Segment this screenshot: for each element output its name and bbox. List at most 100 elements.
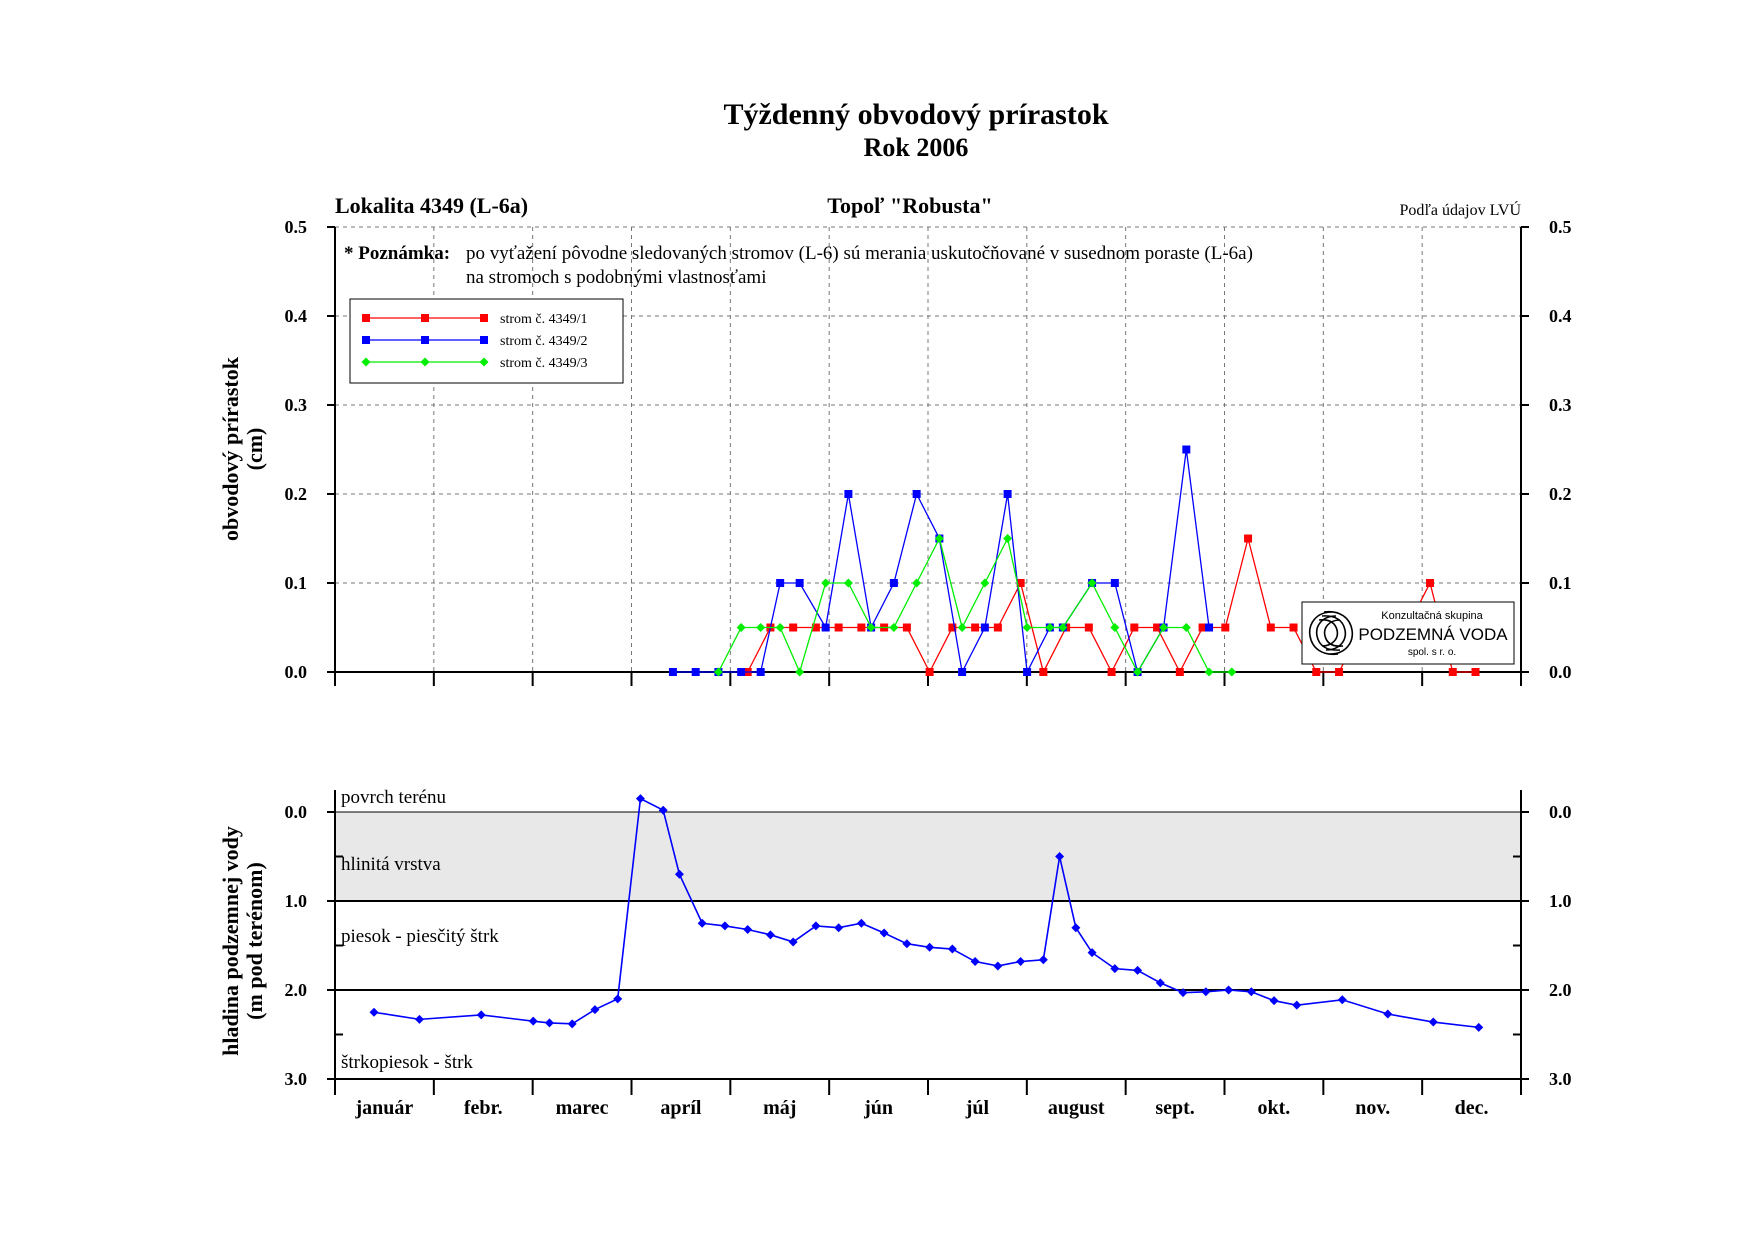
legend-marker [421, 336, 429, 344]
data-point [1178, 988, 1188, 998]
logo-line-3: spol. s r. o. [1408, 647, 1456, 658]
tree-label: Topoľ "Robusta" [827, 193, 992, 218]
data-point [674, 869, 684, 879]
company-logo: Konzultačná skupina PODZEMNÁ VODA spol. … [1301, 601, 1515, 665]
chart-title: Týždenný obvodový prírastok [723, 98, 1108, 131]
bottom-y-tick-label-left: 1.0 [285, 891, 308, 911]
top-y-tick-label-left: 0.1 [285, 573, 308, 593]
month-label: január [355, 1097, 414, 1119]
legend-label: strom č. 4349/1 [500, 312, 588, 327]
top-y-tick-label-left: 0.0 [285, 662, 308, 682]
data-point [879, 928, 889, 938]
data-point [948, 623, 957, 632]
bottom-x-ticks [334, 1079, 1522, 1095]
data-point [1244, 534, 1253, 543]
data-point [756, 668, 765, 676]
bottom-y-tick-label-right: 3.0 [1549, 1069, 1572, 1089]
data-point [834, 923, 844, 933]
bottom-y-tick-label-left: 0.0 [285, 802, 308, 822]
data-point [795, 667, 805, 677]
data-point [1448, 668, 1457, 676]
top-y-tick-label-right: 0.3 [1549, 395, 1572, 415]
data-point [1227, 667, 1237, 677]
data-point [590, 1005, 600, 1015]
legend-label: strom č. 4349/2 [500, 334, 588, 349]
data-point [1133, 965, 1143, 975]
data-point [414, 1014, 424, 1024]
bottom-y-tick-label-right: 1.0 [1549, 891, 1572, 911]
month-label: febr. [464, 1097, 503, 1119]
data-point [775, 623, 785, 632]
legend-marker [421, 314, 429, 322]
data-point [743, 924, 753, 934]
data-point [1087, 578, 1097, 588]
chart-subtitle: Rok 2006 [864, 133, 969, 162]
data-point [1335, 668, 1344, 676]
data-point [912, 490, 921, 498]
data-point [980, 578, 990, 588]
bottom-y-axis-label-line2: (m pod terénom) [242, 862, 267, 1020]
bottom-y-tick-label-left: 3.0 [285, 1069, 308, 1089]
data-point [1038, 955, 1048, 965]
bottom-y-axis-label-line1: hladina podzemnej vody [218, 826, 243, 1056]
data-point [993, 961, 1003, 971]
data-point [1181, 623, 1191, 632]
top-y-tick-label-right: 0.0 [1549, 662, 1572, 682]
data-point [844, 490, 853, 498]
data-point [1198, 623, 1207, 632]
month-label: august [1048, 1097, 1105, 1119]
logo-line-1: Konzultačná skupina [1381, 610, 1483, 622]
layer-label-gravel: štrkopiesok - štrk [341, 1052, 473, 1073]
data-point [1087, 948, 1097, 958]
top-y-axis-label-line1: obvodový prírastok [218, 356, 243, 541]
data-point [1182, 445, 1191, 454]
series-line-2 [672, 449, 1210, 675]
data-point [1110, 964, 1120, 974]
bottom-y-axis-label: hladina podzemnej vody (m pod terénom) [218, 826, 267, 1056]
month-label: sept. [1155, 1097, 1194, 1119]
data-point [1022, 623, 1032, 632]
data-point [1039, 668, 1048, 676]
data-point [1224, 985, 1234, 995]
legend-marker [362, 314, 370, 322]
top-y-tick-label-left: 0.4 [285, 306, 308, 326]
top-y-tick-label-right: 0.5 [1549, 217, 1572, 237]
top-y-ticks: 0.0 0.0 0.1 0.1 0.2 0.2 0.3 0.3 0.4 0.4 0.5 0.5 [285, 217, 1572, 682]
data-point [947, 944, 957, 954]
data-point [1246, 987, 1256, 997]
data-point [958, 668, 967, 676]
data-point [1175, 668, 1184, 676]
top-y-tick-label-right: 0.2 [1549, 484, 1572, 504]
data-point [789, 623, 798, 632]
data-point [980, 623, 989, 632]
data-point [843, 578, 853, 588]
data-point [1016, 579, 1025, 587]
data-point [811, 623, 820, 632]
groundwater-series [369, 794, 1484, 1032]
data-point [737, 668, 746, 676]
data-point [1023, 668, 1032, 676]
data-point [1312, 668, 1321, 676]
waves-icon [1308, 610, 1354, 656]
data-point [658, 805, 668, 815]
legend-marker [479, 357, 489, 367]
data-point [934, 534, 944, 543]
logo-line-2: PODZEMNÁ VODA [1358, 625, 1508, 644]
month-label: okt. [1258, 1097, 1291, 1119]
data-point [902, 939, 912, 949]
top-y-tick-label-left: 0.2 [285, 484, 308, 504]
top-y-tick-label-left: 0.5 [285, 217, 308, 237]
data-point [713, 667, 723, 677]
data-point [821, 623, 830, 632]
data-point [1204, 667, 1214, 677]
legend-marker [480, 314, 488, 322]
data-point [1471, 668, 1480, 676]
data-point [1003, 534, 1013, 543]
legend-marker [480, 336, 488, 344]
top-grid [335, 226, 1521, 672]
bottom-y-tick-label-right: 0.0 [1549, 802, 1572, 822]
data-point [756, 623, 766, 632]
data-point [1426, 579, 1435, 587]
top-y-tick-label-right: 0.4 [1549, 306, 1572, 326]
data-point [1071, 923, 1081, 933]
